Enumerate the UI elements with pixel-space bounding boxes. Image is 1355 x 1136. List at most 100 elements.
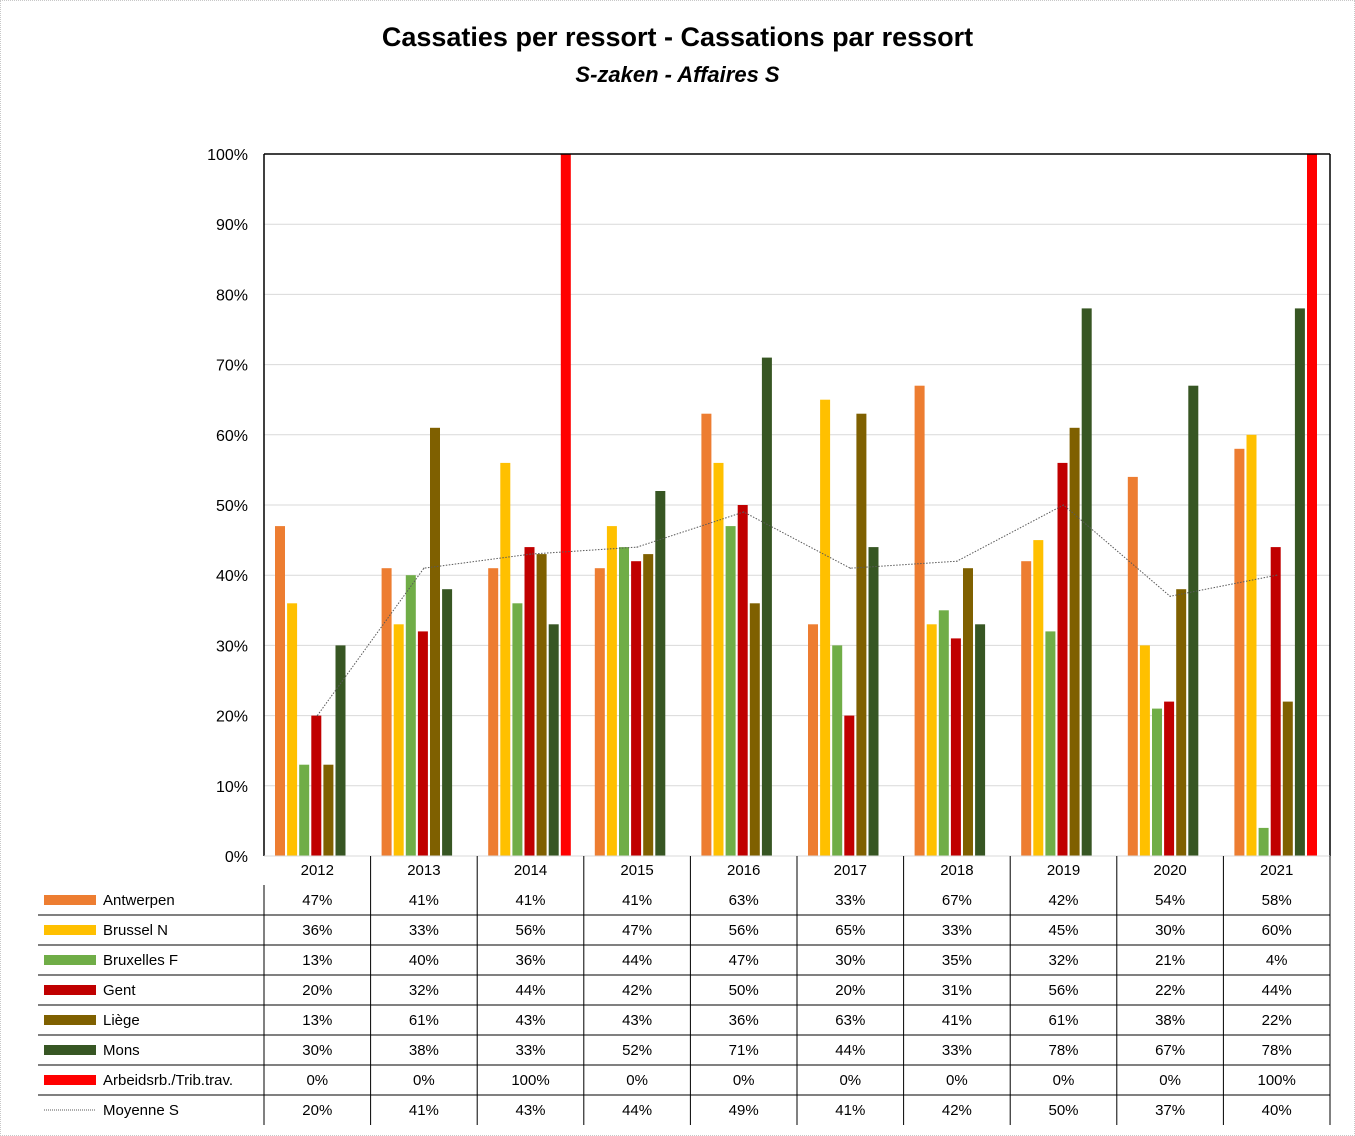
table-cell: 20% [302, 1102, 332, 1119]
bar-gent-2013 [417, 631, 428, 856]
chart-subtitle: S-zaken - Affaires S [575, 62, 780, 87]
table-cell: 43% [622, 1012, 652, 1029]
table-cell: 36% [515, 952, 545, 969]
table-cell: 41% [622, 892, 652, 909]
bar-mons-2017 [868, 547, 879, 856]
table-cell: 0% [733, 1072, 755, 1089]
legend-label: Gent [103, 982, 136, 999]
bar-brussel-n-2016 [713, 462, 724, 856]
table-cell: 42% [622, 982, 652, 999]
table-cell: 35% [942, 952, 972, 969]
legend-swatch-bruxelles-f [44, 955, 96, 965]
bar-brussel-n-2014 [500, 462, 511, 856]
legend-swatch-gent [44, 985, 96, 995]
y-tick-label: 80% [216, 287, 248, 304]
table-cell: 22% [1262, 1012, 1292, 1029]
bar-brussel-n-2019 [1033, 540, 1044, 856]
y-tick-label: 30% [216, 638, 248, 655]
line-point-2014 [529, 553, 532, 555]
table-cell: 22% [1155, 982, 1185, 999]
table-cell: 45% [1048, 922, 1078, 939]
y-tick-label: 20% [216, 709, 248, 726]
bar-antwerpen-2012 [275, 526, 285, 856]
bar-mons-2013 [442, 589, 453, 856]
table-cell: 56% [729, 922, 759, 939]
category-label: 2020 [1153, 862, 1186, 879]
table-cell: 30% [835, 952, 865, 969]
bar-arbeidsrb-trib-trav--2014 [560, 154, 571, 856]
line-point-2021 [1276, 574, 1278, 576]
bar-gent-2019 [1057, 462, 1068, 856]
line-point-2012 [316, 715, 318, 717]
table-cell: 44% [622, 1102, 652, 1119]
bar-brussel-n-2020 [1139, 645, 1150, 856]
bar-antwerpen-2013 [381, 568, 392, 856]
line-point-2013 [423, 567, 425, 569]
bar-antwerpen-2017 [808, 624, 818, 856]
table-cell: 71% [729, 1042, 759, 1059]
y-axis-ticks: 0% 10% 20% 30% 40% 50% 60% 70% 80% 90% 100% [207, 147, 248, 866]
table-cell: 42% [942, 1102, 972, 1119]
table-cell: 78% [1262, 1042, 1292, 1059]
bar-bruxelles-f-2016 [725, 526, 736, 856]
table-cell: 42% [1048, 892, 1078, 909]
line-point-2019 [1062, 504, 1065, 506]
table-cell: 61% [409, 1012, 439, 1029]
bar-mons-2020 [1188, 385, 1199, 856]
table-cell: 44% [1262, 982, 1292, 999]
bar-gent-2018 [950, 638, 961, 856]
bar-gent-2015 [631, 561, 642, 856]
bar-antwerpen-2021 [1234, 448, 1245, 856]
table-cell: 61% [1048, 1012, 1078, 1029]
category-label: 2015 [620, 862, 653, 879]
table-cell: 47% [302, 892, 332, 909]
table-cell: 0% [306, 1072, 328, 1089]
bar-brussel-n-2021 [1246, 434, 1257, 856]
bar-bruxelles-f-2018 [938, 610, 949, 856]
table-cell: 13% [302, 952, 332, 969]
table-cell: 47% [729, 952, 759, 969]
table-cell: 0% [1159, 1072, 1181, 1089]
table-cell: 31% [942, 982, 972, 999]
table-cell: 50% [1048, 1102, 1078, 1119]
table-cell: 52% [622, 1042, 652, 1059]
table-cell: 56% [1048, 982, 1078, 999]
table-cell: 33% [515, 1042, 545, 1059]
table-cell: 41% [409, 892, 439, 909]
bar-bruxelles-f-2017 [832, 645, 843, 856]
table-cell: 43% [515, 1012, 545, 1029]
table-cell: 100% [511, 1072, 549, 1089]
bar-bruxelles-f-2014 [512, 603, 523, 856]
category-label: 2012 [301, 862, 334, 879]
bar-mons-2021 [1294, 308, 1305, 856]
bar-bruxelles-f-2020 [1152, 708, 1162, 856]
category-label: 2014 [514, 862, 547, 879]
table-cell: 41% [515, 892, 545, 909]
bar-bruxelles-f-2015 [619, 547, 629, 856]
bar-mons-2014 [548, 624, 559, 856]
table-cell: 60% [1262, 922, 1292, 939]
table-cell: 40% [409, 952, 439, 969]
category-label: 2013 [407, 862, 440, 879]
legend-swatch-arbeidsrb-trib-trav- [44, 1075, 96, 1085]
bar-li-ge-2014 [536, 554, 547, 856]
y-tick-label: 50% [216, 498, 248, 515]
table-cell: 13% [302, 1012, 332, 1029]
table-cell: 49% [729, 1102, 759, 1119]
table-cell: 32% [409, 982, 439, 999]
category-label: 2019 [1047, 862, 1080, 879]
legend-swatch-li-ge [44, 1015, 96, 1025]
bar-li-ge-2015 [643, 554, 654, 856]
category-label: 2017 [834, 862, 867, 879]
bar-arbeidsrb-trib-trav--2021 [1307, 154, 1317, 856]
line-point-2016 [743, 511, 745, 513]
legend-swatch-antwerpen [44, 895, 96, 905]
average-line [316, 504, 1278, 717]
bar-li-ge-2013 [430, 427, 440, 856]
table-cell: 36% [302, 922, 332, 939]
bar-brussel-n-2018 [926, 624, 937, 856]
table-cell: 0% [839, 1072, 861, 1089]
bar-brussel-n-2012 [287, 603, 298, 856]
table-cell: 0% [946, 1072, 968, 1089]
table-cell: 36% [729, 1012, 759, 1029]
